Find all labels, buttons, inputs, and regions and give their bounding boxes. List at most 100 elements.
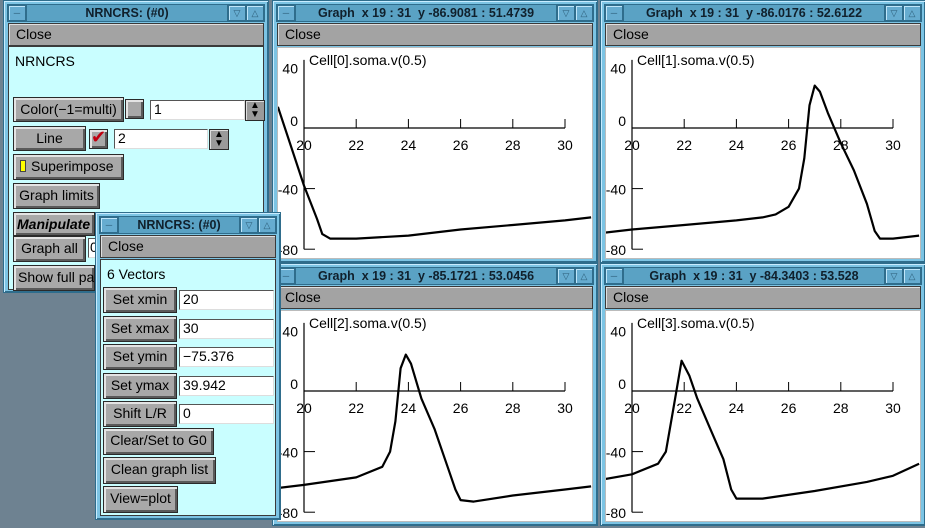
clear-set-g0-button[interactable]: Clear/Set to G0 <box>103 428 214 455</box>
trace-label: Cell[2].soma.v(0.5) <box>309 315 426 331</box>
x-tick-label: 24 <box>401 137 417 153</box>
title-bar[interactable]: ─ Graph x 19 : 31 y -85.1721 : 53.0456 ▽… <box>276 267 594 285</box>
vectors-count-label: 6 Vectors <box>107 266 166 282</box>
title-bar[interactable]: ─ Graph x 19 : 31 y -86.9081 : 51.4739 ▽… <box>276 4 594 22</box>
close-button[interactable]: Close <box>277 286 593 309</box>
color-stepper[interactable]: ▲ ▼ <box>245 100 265 121</box>
minimize-icon[interactable]: ▽ <box>885 5 903 21</box>
set-xmin-button[interactable]: Set xmin <box>103 287 177 313</box>
manipulate-label: Manipulate <box>17 216 91 232</box>
plot-svg: 20 22 24 26 28 30 40 0 -40 -80 Cell[0].soma.v(0.5) <box>278 52 592 258</box>
graph-window-1: ─ Graph x 19 : 31 y -86.0176 : 52.6122 ▽… <box>600 0 925 263</box>
x-tick-label: 30 <box>885 137 901 153</box>
set-ymax-field[interactable]: 39.942 <box>179 375 274 396</box>
graph-title: Graph x 19 : 31 y -86.9081 : 51.4739 <box>295 5 557 21</box>
x-tick-label: 28 <box>505 400 521 416</box>
maximize-icon[interactable]: △ <box>258 217 276 233</box>
title-bar[interactable]: ─ Graph x 19 : 31 y -86.0176 : 52.6122 ▽… <box>604 4 922 22</box>
minimize-icon[interactable]: ▽ <box>557 268 575 284</box>
view-plot-button[interactable]: View=plot <box>103 486 178 513</box>
x-tick-label: 22 <box>348 400 364 416</box>
minimize-icon[interactable]: ▽ <box>557 5 575 21</box>
x-tick-label: 26 <box>453 137 469 153</box>
color-button[interactable]: Color(−1=multi) <box>13 97 124 122</box>
close-button[interactable]: Close <box>605 286 921 309</box>
set-ymax-button[interactable]: Set ymax <box>103 372 177 399</box>
graph-all-button[interactable]: Graph all <box>13 236 86 262</box>
y-tick-label: -40 <box>278 445 298 461</box>
graph-canvas[interactable]: 20 22 24 26 28 30 40 0 -40 -80 Cell[2].soma.v(0.5) <box>277 310 593 522</box>
close-button[interactable]: Close <box>605 23 921 46</box>
voltage-trace <box>606 84 920 240</box>
maximize-icon[interactable]: △ <box>575 5 593 21</box>
y-tick-label: 40 <box>610 323 626 339</box>
graph-window-0: ─ Graph x 19 : 31 y -86.9081 : 51.4739 ▽… <box>272 0 598 263</box>
graph-canvas[interactable]: 20 22 24 26 28 30 40 0 -40 -80 Cell[0].soma.v(0.5) <box>277 47 593 259</box>
maximize-icon[interactable]: △ <box>575 268 593 284</box>
title-bar[interactable]: ─ Graph x 19 : 31 y -84.3403 : 53.528 ▽ … <box>604 267 922 285</box>
title-bar[interactable]: ─ NRNCRS: (#0) ▽ △ <box>7 4 265 22</box>
title-bar[interactable]: ─ NRNCRS: (#0) ▽ △ <box>99 216 277 234</box>
line-button[interactable]: Line <box>13 126 86 151</box>
minimize-icon[interactable]: ▽ <box>228 5 246 21</box>
maximize-icon[interactable]: △ <box>903 268 921 284</box>
close-button[interactable]: Close <box>100 235 276 258</box>
trace-label: Cell[0].soma.v(0.5) <box>309 52 426 68</box>
line-width-field[interactable]: 2 <box>114 129 208 149</box>
y-tick-label: -80 <box>278 242 298 258</box>
panel-body: 6 Vectors Set xmin 20 Set xmax 30 Set ymin… <box>100 259 276 516</box>
set-ymin-field[interactable]: −75.376 <box>179 347 274 367</box>
graph-canvas[interactable]: 20 22 24 26 28 30 40 0 -40 -80 Cell[1].soma.v(0.5) <box>605 47 921 259</box>
x-tick-label: 26 <box>781 400 797 416</box>
window-menu-icon[interactable]: ─ <box>8 5 26 21</box>
maximize-icon[interactable]: △ <box>903 5 921 21</box>
window-title: NRNCRS: (#0) <box>118 217 240 233</box>
x-tick-label: 24 <box>729 400 745 416</box>
set-xmax-field[interactable]: 30 <box>179 318 274 339</box>
minimize-icon[interactable]: ▽ <box>885 268 903 284</box>
graph-window-3: ─ Graph x 19 : 31 y -84.3403 : 53.528 ▽ … <box>600 263 925 526</box>
graph-limits-button[interactable]: Graph limits <box>13 183 100 209</box>
window-menu-icon[interactable]: ─ <box>100 217 118 233</box>
panel-heading: NRNCRS <box>15 53 75 69</box>
set-xmin-field[interactable]: 20 <box>179 290 274 310</box>
graph-title: Graph x 19 : 31 y -85.1721 : 53.0456 <box>295 268 557 284</box>
y-tick-label: 40 <box>282 323 298 339</box>
show-full-button[interactable]: Show full par <box>13 265 95 291</box>
x-tick-label: 20 <box>296 137 312 153</box>
set-xmax-button[interactable]: Set xmax <box>103 315 177 342</box>
minimize-icon[interactable]: ▽ <box>240 217 258 233</box>
x-tick-label: 30 <box>557 137 573 153</box>
window-menu-icon[interactable]: ─ <box>277 5 295 21</box>
graph-canvas[interactable]: 20 22 24 26 28 30 40 0 -40 -80 Cell[3].soma.v(0.5) <box>605 310 921 522</box>
x-tick-label: 20 <box>624 400 640 416</box>
x-tick-label: 26 <box>781 137 797 153</box>
clean-graph-list-button[interactable]: Clean graph list <box>103 457 216 484</box>
window-menu-icon[interactable]: ─ <box>605 268 623 284</box>
close-button[interactable]: Close <box>8 23 264 46</box>
graph-title: Graph x 19 : 31 y -86.0176 : 52.6122 <box>623 5 885 21</box>
y-tick-label: -40 <box>606 182 626 198</box>
manipulate-button[interactable]: Manipulate <box>13 212 95 236</box>
y-tick-label: 0 <box>618 376 626 392</box>
color-swatch-button[interactable] <box>125 99 144 119</box>
close-button[interactable]: Close <box>277 23 593 46</box>
voltage-trace <box>278 353 592 503</box>
x-tick-label: 28 <box>833 400 849 416</box>
line-checkbox[interactable]: ✔ <box>89 129 108 149</box>
set-ymin-button[interactable]: Set ymin <box>103 344 177 370</box>
maximize-icon[interactable]: △ <box>246 5 264 21</box>
y-tick-label: 0 <box>618 113 626 129</box>
y-tick-label: 0 <box>290 113 298 129</box>
window-title: NRNCRS: (#0) <box>26 5 228 21</box>
shift-lr-button[interactable]: Shift L/R <box>103 401 177 427</box>
window-menu-icon[interactable]: ─ <box>605 5 623 21</box>
y-tick-label: -80 <box>606 505 626 521</box>
x-tick-label: 28 <box>505 137 521 153</box>
x-tick-label: 22 <box>676 137 692 153</box>
superimpose-button[interactable]: Superimpose <box>13 154 124 180</box>
shift-lr-field[interactable]: 0 <box>179 404 274 424</box>
color-field[interactable]: 1 <box>150 100 245 120</box>
line-width-stepper[interactable]: ▲ ▼ <box>209 129 229 150</box>
plot-svg: 20 22 24 26 28 30 40 0 -40 -80 Cell[2].soma.v(0.5) <box>278 315 592 521</box>
